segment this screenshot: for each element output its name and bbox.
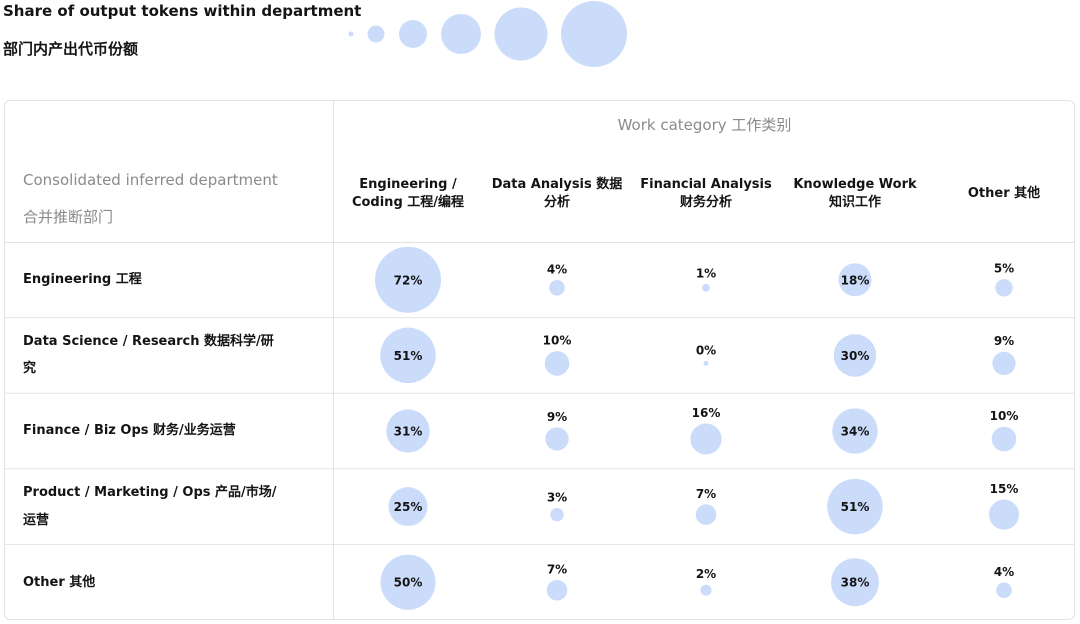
bubble xyxy=(545,427,569,451)
legend-bubble xyxy=(367,25,385,43)
value-label: 4% xyxy=(994,565,1014,579)
legend-bubble xyxy=(399,20,427,48)
bubble xyxy=(833,334,877,377)
value-label: 72% xyxy=(394,273,423,287)
bubble xyxy=(988,499,1020,530)
value-label: 18% xyxy=(841,273,870,287)
value-label: 51% xyxy=(394,349,423,363)
legend-bubble xyxy=(441,14,481,54)
legend-bubble xyxy=(348,31,354,37)
value-label: 34% xyxy=(841,425,870,439)
column-header: Knowledge Work 知识工作 xyxy=(793,177,917,210)
row-label: Data Science / Research 数据科学/研究 xyxy=(23,334,274,377)
value-label: 9% xyxy=(994,334,1014,348)
value-label: 5% xyxy=(994,262,1014,276)
value-label: 0% xyxy=(696,343,716,357)
row-label: Other 其他 xyxy=(23,574,96,590)
bubble xyxy=(702,283,710,292)
table-frame xyxy=(4,100,1075,620)
column-header: Data Analysis 数据分析 xyxy=(491,177,623,210)
value-label: 9% xyxy=(547,410,567,424)
bubble xyxy=(550,507,564,522)
row-subtitle: 合并推断部门 xyxy=(23,208,114,226)
bubble xyxy=(700,584,712,596)
bubble xyxy=(380,327,436,384)
row-label: Finance / Biz Ops 财务/业务运营 xyxy=(23,423,236,439)
bubble xyxy=(838,263,872,297)
bubble xyxy=(690,423,722,455)
value-label: 10% xyxy=(543,334,572,348)
value-label: 31% xyxy=(394,425,423,439)
value-label: 16% xyxy=(692,406,721,420)
bubble xyxy=(996,582,1012,598)
column-header: Engineering / Coding 工程/编程 xyxy=(351,177,465,210)
chart-title: Share of output tokens within department xyxy=(3,2,362,20)
bubble xyxy=(992,351,1016,376)
value-label: 15% xyxy=(990,482,1019,496)
value-label: 4% xyxy=(547,263,567,277)
value-label: 25% xyxy=(394,500,423,514)
bubble xyxy=(546,579,568,601)
row-label: Engineering 工程 xyxy=(23,272,142,288)
value-label: 1% xyxy=(696,266,716,280)
bubble xyxy=(831,558,879,607)
bubble xyxy=(375,246,441,313)
value-label: 7% xyxy=(696,487,716,501)
row-label: Product / Marketing / Ops 产品/市场/运营 xyxy=(23,485,277,528)
value-label: 7% xyxy=(547,562,567,576)
legend-bubble xyxy=(494,7,548,61)
bubble xyxy=(827,478,883,535)
value-label: 38% xyxy=(841,576,870,590)
column-header: Other 其他 xyxy=(967,186,1041,202)
value-label: 50% xyxy=(394,576,423,590)
bubble xyxy=(388,487,428,527)
column-title: Work category 工作类别 xyxy=(617,116,792,134)
value-label: 10% xyxy=(990,409,1019,423)
chart-subtitle: 部门内产出代币份额 xyxy=(3,40,139,58)
bubble xyxy=(544,351,570,376)
value-label: 2% xyxy=(696,567,716,581)
value-label: 51% xyxy=(841,500,870,514)
bubble xyxy=(832,408,878,454)
row-title: Consolidated inferred department xyxy=(23,171,278,189)
column-header: Financial Analysis 财务分析 xyxy=(640,177,772,210)
bubble xyxy=(380,554,436,610)
bubble xyxy=(386,409,430,453)
bubble xyxy=(991,426,1017,452)
bubble xyxy=(695,504,717,525)
legend-bubble xyxy=(561,1,627,67)
bubble xyxy=(995,279,1013,297)
bubble xyxy=(549,280,565,296)
value-label: 30% xyxy=(841,349,870,363)
size-legend xyxy=(348,1,627,67)
bubble xyxy=(703,360,709,366)
value-label: 3% xyxy=(547,490,567,504)
